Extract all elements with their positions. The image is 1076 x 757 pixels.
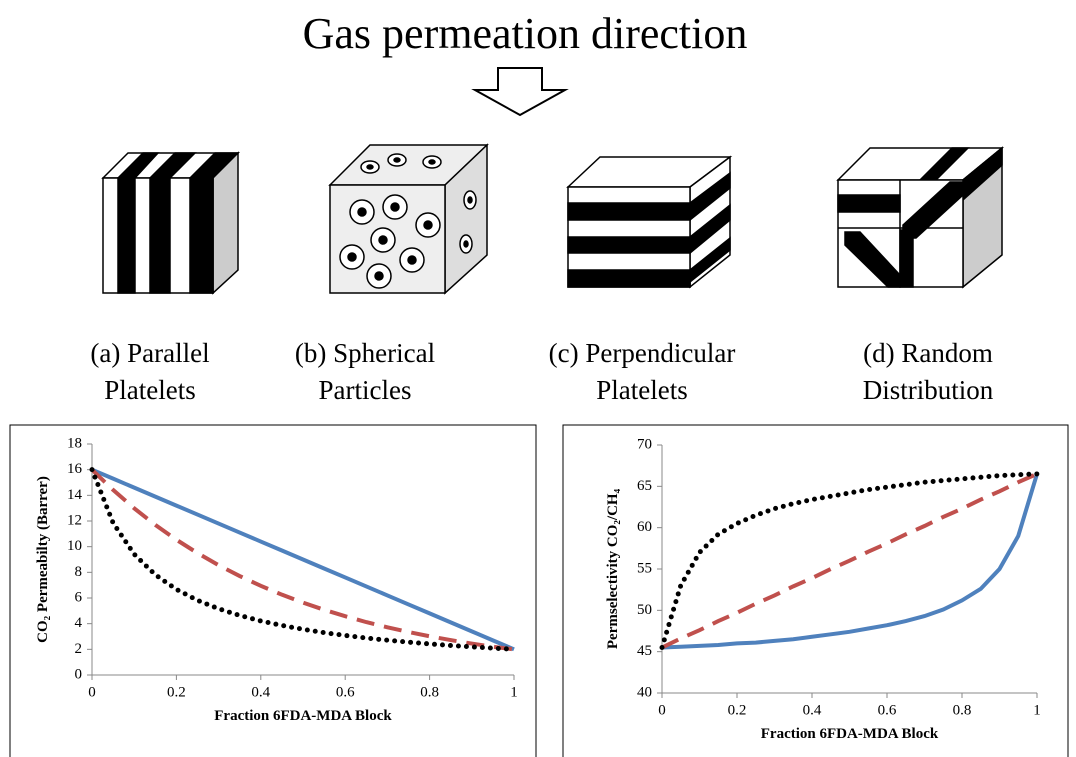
- y-tick-label: 0: [75, 666, 83, 682]
- cube-a: [103, 153, 238, 293]
- y-axis-label: Permselectivity CO₂/CH₄: [605, 488, 621, 649]
- cube-label: (d) Random: [863, 338, 993, 368]
- cube-label: (c) Perpendicular: [549, 338, 736, 368]
- y-tick-label: 50: [637, 602, 652, 618]
- cube-d: [838, 148, 1002, 287]
- y-tick-label: 40: [637, 684, 652, 700]
- title: Gas permeation direction: [303, 9, 748, 58]
- cube-label: (a) Parallel: [90, 338, 209, 368]
- cube-label: Platelets: [104, 375, 195, 405]
- y-tick-label: 65: [637, 478, 652, 494]
- series-line: [662, 474, 1037, 648]
- x-tick-label: 0.4: [803, 702, 822, 718]
- x-tick-label: 0.4: [251, 684, 270, 700]
- x-axis-label: Fraction 6FDA-MDA Block: [214, 708, 392, 724]
- x-tick-label: 1: [1033, 702, 1041, 718]
- x-tick-label: 1: [510, 684, 518, 700]
- x-axis-label: Fraction 6FDA-MDA Block: [761, 726, 939, 742]
- cube-c: [568, 157, 730, 287]
- y-tick-label: 12: [67, 512, 82, 528]
- cube-label: Particles: [319, 375, 412, 405]
- y-axis-label: CO₂ Permeabilty (Barrer): [35, 476, 51, 643]
- y-tick-label: 18: [67, 435, 82, 451]
- cube-label: Distribution: [863, 375, 994, 405]
- x-tick-label: 0.2: [728, 702, 747, 718]
- figure: Gas permeation direction: [0, 0, 1076, 757]
- y-tick-label: 16: [67, 461, 83, 477]
- cube-b: [330, 145, 487, 293]
- x-tick-label: 0.2: [167, 684, 186, 700]
- cube-label: Platelets: [596, 375, 687, 405]
- y-tick-label: 70: [637, 436, 652, 452]
- y-tick-label: 55: [637, 560, 652, 576]
- series-line: [92, 470, 514, 650]
- x-tick-label: 0.8: [420, 684, 439, 700]
- y-tick-label: 8: [75, 564, 83, 580]
- y-tick-label: 60: [637, 519, 652, 535]
- x-tick-label: 0.6: [878, 702, 897, 718]
- y-tick-label: 14: [67, 487, 83, 503]
- x-tick-label: 0.6: [336, 684, 355, 700]
- cube-label: (b) Spherical: [295, 338, 435, 368]
- x-tick-label: 0: [658, 702, 666, 718]
- y-tick-label: 2: [75, 641, 83, 657]
- y-tick-label: 6: [75, 589, 83, 605]
- y-tick-label: 4: [75, 615, 83, 631]
- y-tick-label: 45: [637, 643, 652, 659]
- y-tick-label: 10: [67, 538, 82, 554]
- x-tick-label: 0: [88, 684, 96, 700]
- x-tick-label: 0.8: [953, 702, 972, 718]
- arrow: [475, 68, 565, 115]
